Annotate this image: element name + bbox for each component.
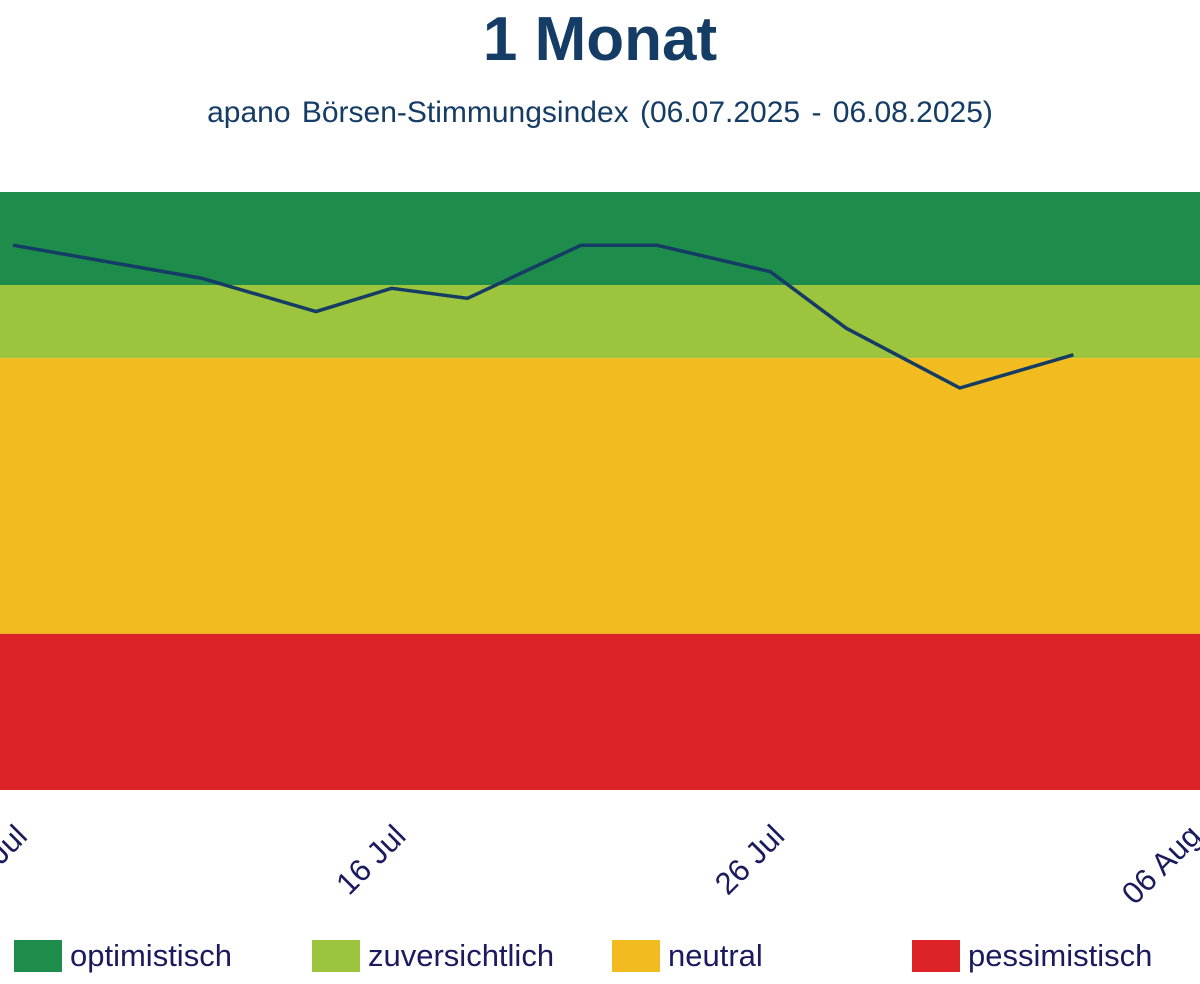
x-axis-ticks: 06 Jul 16 Jul 26 Jul 06 Aug: [0, 818, 1200, 911]
x-tick-label: 26 Jul: [708, 818, 791, 901]
legend-label: pessimistisch: [968, 938, 1153, 973]
legend-label: optimistisch: [70, 938, 232, 973]
legend-swatch: [312, 940, 360, 972]
legend-swatch: [912, 940, 960, 972]
x-tick-label: 06 Aug: [1115, 818, 1200, 911]
sentiment-zones: [0, 192, 1200, 790]
legend-swatch: [612, 940, 660, 972]
zone-band-pessimistisch: [0, 633, 1200, 790]
chart-legend: optimistisch zuversichtlich neutral pessimi…: [0, 934, 1200, 978]
zone-band-neutral: [0, 358, 1200, 634]
x-tick-label: 16 Jul: [329, 818, 412, 901]
legend-swatch: [14, 940, 62, 972]
index-line-series: [12, 243, 1074, 390]
chart-subtitle: apano Börsen-Stimmungsindex (06.07.2025 …: [207, 96, 993, 129]
chart-title: 1 Monat: [482, 5, 718, 74]
x-tick-label: 06 Jul: [0, 818, 34, 901]
sentiment-chart: 06 Jul 16 Jul 26 Jul 06 Aug: [0, 192, 1200, 911]
index-line: [12, 243, 1074, 390]
legend-item-neutral: neutral: [612, 934, 763, 978]
legend-item-pessimistisch: pessimistisch: [912, 934, 1152, 978]
legend-item-zuversichtlich: zuversichtlich: [312, 934, 554, 978]
legend-label: zuversichtlich: [368, 938, 555, 973]
legend-item-optimistisch: optimistisch: [14, 934, 232, 978]
zone-band-zuversichtlich: [0, 285, 1200, 359]
legend-label: neutral: [668, 938, 763, 973]
zone-band-optimistisch: [0, 192, 1200, 286]
